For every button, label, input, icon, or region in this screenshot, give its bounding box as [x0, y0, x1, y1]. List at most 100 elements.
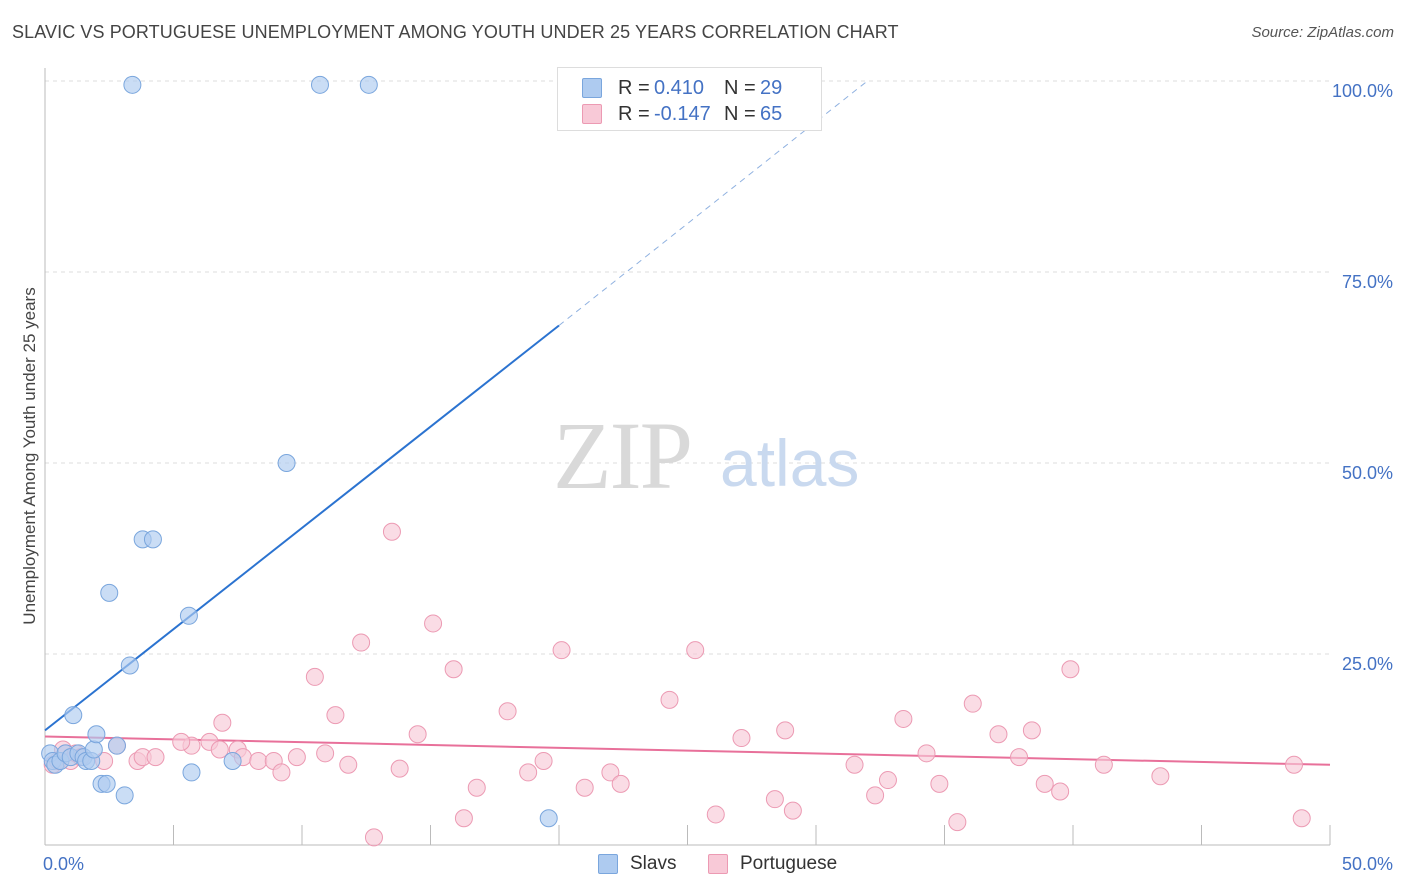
- point-portuguese: [1051, 782, 1070, 801]
- y-tick-label: 100.0%: [1332, 81, 1393, 101]
- point-slavs: [84, 740, 103, 759]
- legend-swatch-slavs: [582, 78, 602, 98]
- point-portuguese: [989, 725, 1008, 744]
- point-portuguese: [326, 706, 345, 725]
- point-portuguese: [1035, 774, 1054, 793]
- x-tick-label: 0.0%: [43, 854, 84, 874]
- point-portuguese: [1151, 767, 1170, 786]
- bottom-legend-label-portuguese: Portuguese: [740, 853, 838, 874]
- y-tick-label: 75.0%: [1342, 272, 1393, 292]
- chart-title: SLAVIC VS PORTUGUESE UNEMPLOYMENT AMONG …: [12, 22, 899, 42]
- point-portuguese: [948, 813, 967, 832]
- y-axis-label: Unemployment Among Youth under 25 years: [20, 287, 39, 625]
- point-portuguese: [1061, 660, 1080, 679]
- point-slavs: [310, 75, 329, 94]
- legend-n-label: N =: [724, 76, 756, 99]
- point-portuguese: [686, 641, 705, 660]
- point-portuguese: [878, 771, 897, 790]
- trend-line-portuguese: [44, 735, 1331, 766]
- legend-r-label: R =: [618, 76, 650, 99]
- point-portuguese: [765, 790, 784, 809]
- data-points: [41, 75, 1311, 847]
- correlation-legend: R = 0.410 N = 29 R = -0.147 N = 65: [557, 67, 822, 131]
- point-slavs: [107, 736, 126, 755]
- point-portuguese: [660, 690, 679, 709]
- point-portuguese: [783, 801, 802, 820]
- point-portuguese: [1010, 748, 1029, 767]
- point-portuguese: [601, 763, 620, 782]
- bottom-legend-swatch-slavs: [598, 854, 618, 874]
- point-portuguese: [917, 744, 936, 763]
- point-slavs: [143, 530, 162, 549]
- legend-row-slavs: R = 0.410 N = 29: [582, 76, 783, 100]
- point-portuguese: [519, 763, 538, 782]
- point-slavs: [182, 763, 201, 782]
- point-portuguese: [776, 721, 795, 740]
- point-slavs: [100, 583, 119, 602]
- point-portuguese: [146, 748, 165, 767]
- point-portuguese: [575, 778, 594, 797]
- point-portuguese: [963, 694, 982, 713]
- axes: [44, 68, 1331, 846]
- point-portuguese: [866, 786, 885, 805]
- legend-n-value: 29: [760, 76, 783, 99]
- point-slavs: [123, 75, 142, 94]
- point-portuguese: [454, 809, 473, 828]
- point-slavs: [359, 75, 378, 94]
- point-slavs: [64, 706, 83, 725]
- point-portuguese: [611, 774, 630, 793]
- point-portuguese: [382, 522, 401, 541]
- point-portuguese: [249, 751, 268, 770]
- point-portuguese: [930, 774, 949, 793]
- legend-r-value: -0.147: [654, 102, 711, 125]
- point-portuguese: [1292, 809, 1311, 828]
- point-portuguese: [172, 732, 191, 751]
- point-portuguese: [1094, 755, 1113, 774]
- point-slavs: [179, 606, 198, 625]
- point-portuguese: [316, 744, 335, 763]
- point-portuguese: [213, 713, 232, 732]
- point-slavs: [87, 725, 106, 744]
- point-portuguese: [444, 660, 463, 679]
- point-portuguese: [210, 740, 229, 759]
- watermark-zip: ZIP: [553, 402, 693, 509]
- point-portuguese: [498, 702, 517, 721]
- point-slavs: [539, 809, 558, 828]
- point-portuguese: [467, 778, 486, 797]
- legend-n-value: 65: [760, 102, 783, 125]
- bottom-legend-portuguese: Portuguese: [708, 852, 837, 876]
- legend-n-label: N =: [724, 102, 756, 125]
- point-portuguese: [894, 709, 913, 728]
- gridlines: [45, 80, 1330, 655]
- bottom-legend-slavs: Slavs: [598, 852, 676, 876]
- y-tick-label: 50.0%: [1342, 463, 1393, 483]
- point-portuguese: [305, 667, 324, 686]
- legend-r-label: R =: [618, 102, 650, 125]
- point-portuguese: [364, 828, 383, 847]
- bottom-legend-swatch-portuguese: [708, 854, 728, 874]
- tick-labels: 25.0% 50.0% 75.0% 100.0% 0.0% 50.0%: [43, 81, 1393, 874]
- point-portuguese: [1285, 755, 1304, 774]
- point-portuguese: [534, 751, 553, 770]
- point-portuguese: [352, 633, 371, 652]
- watermark-atlas: atlas: [720, 426, 860, 500]
- point-slavs: [120, 656, 139, 675]
- point-slavs: [115, 786, 134, 805]
- legend-r-value: 0.410: [654, 76, 705, 99]
- source-label: Source: ZipAtlas.com: [1251, 24, 1394, 41]
- point-portuguese: [845, 755, 864, 774]
- point-portuguese: [390, 759, 409, 778]
- legend-swatch-portuguese: [582, 104, 602, 124]
- point-slavs: [97, 774, 116, 793]
- point-portuguese: [424, 614, 443, 633]
- legend-row-portuguese: R = -0.147 N = 65: [582, 102, 783, 126]
- y-tick-label: 25.0%: [1342, 654, 1393, 674]
- bottom-legend-label-slavs: Slavs: [630, 853, 677, 874]
- point-portuguese: [287, 748, 306, 767]
- point-slavs: [223, 751, 242, 770]
- point-portuguese: [339, 755, 358, 774]
- x-tick-label: 50.0%: [1342, 854, 1393, 874]
- point-portuguese: [408, 725, 427, 744]
- point-portuguese: [732, 729, 751, 748]
